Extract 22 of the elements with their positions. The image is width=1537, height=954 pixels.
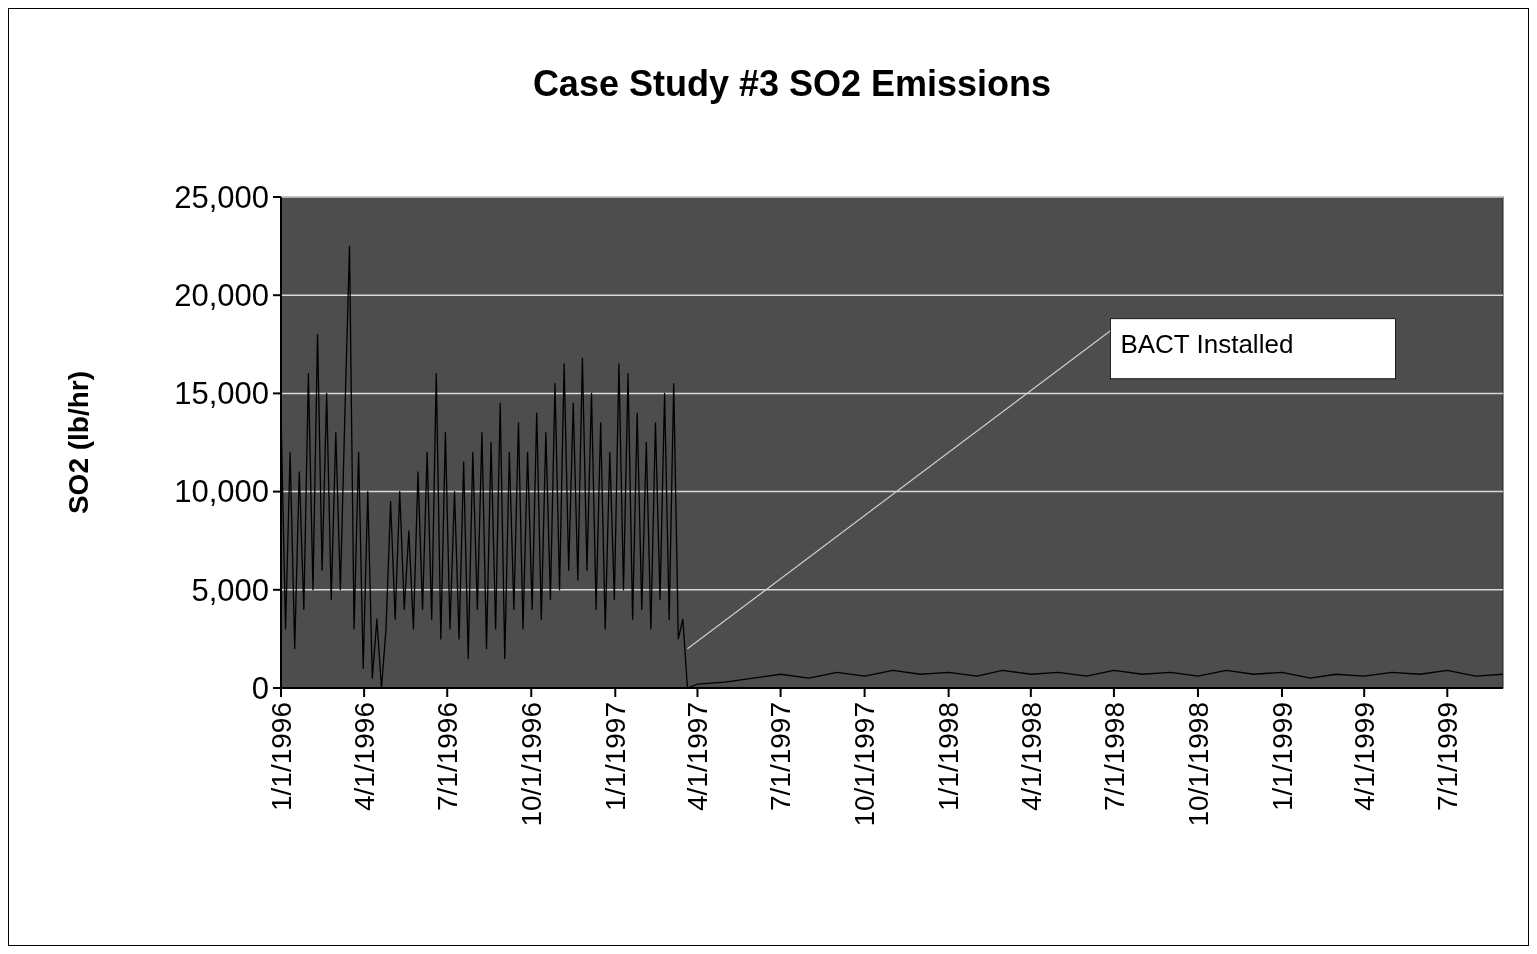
chart-title: Case Study #3 SO2 Emissions [532, 63, 1052, 104]
y-tick-label: 20,000 [174, 278, 269, 314]
y-tick-label: 25,000 [174, 179, 269, 215]
y-tick-label: 15,000 [174, 376, 269, 412]
y-tick-label: 10,000 [174, 474, 269, 510]
x-tick-label: 10/1/1998 [1182, 702, 1214, 827]
x-tick-label: 7/1/1998 [1098, 702, 1130, 811]
x-tick-label: 4/1/1998 [1015, 702, 1047, 811]
y-axis-title: SO2 (lb/hr) [63, 370, 94, 515]
x-tick-label: 1/1/1997 [600, 702, 632, 811]
x-tick-label: 4/1/1997 [682, 702, 714, 811]
x-tick-label: 7/1/1996 [432, 702, 464, 811]
x-tick-label: 1/1/1998 [933, 702, 965, 811]
x-tick-label: 4/1/1996 [348, 702, 380, 811]
x-tick-label: 7/1/1997 [765, 702, 797, 811]
x-tick-label: 10/1/1997 [849, 702, 881, 827]
annotation: BACT Installed [1120, 329, 1294, 360]
y-tick-label: 5,000 [191, 572, 269, 608]
x-tick-label: 10/1/1996 [516, 702, 548, 827]
x-tick-label: 7/1/1999 [1432, 702, 1464, 811]
x-tick-label: 4/1/1999 [1348, 702, 1380, 811]
x-tick-label: 1/1/1999 [1266, 702, 1298, 811]
